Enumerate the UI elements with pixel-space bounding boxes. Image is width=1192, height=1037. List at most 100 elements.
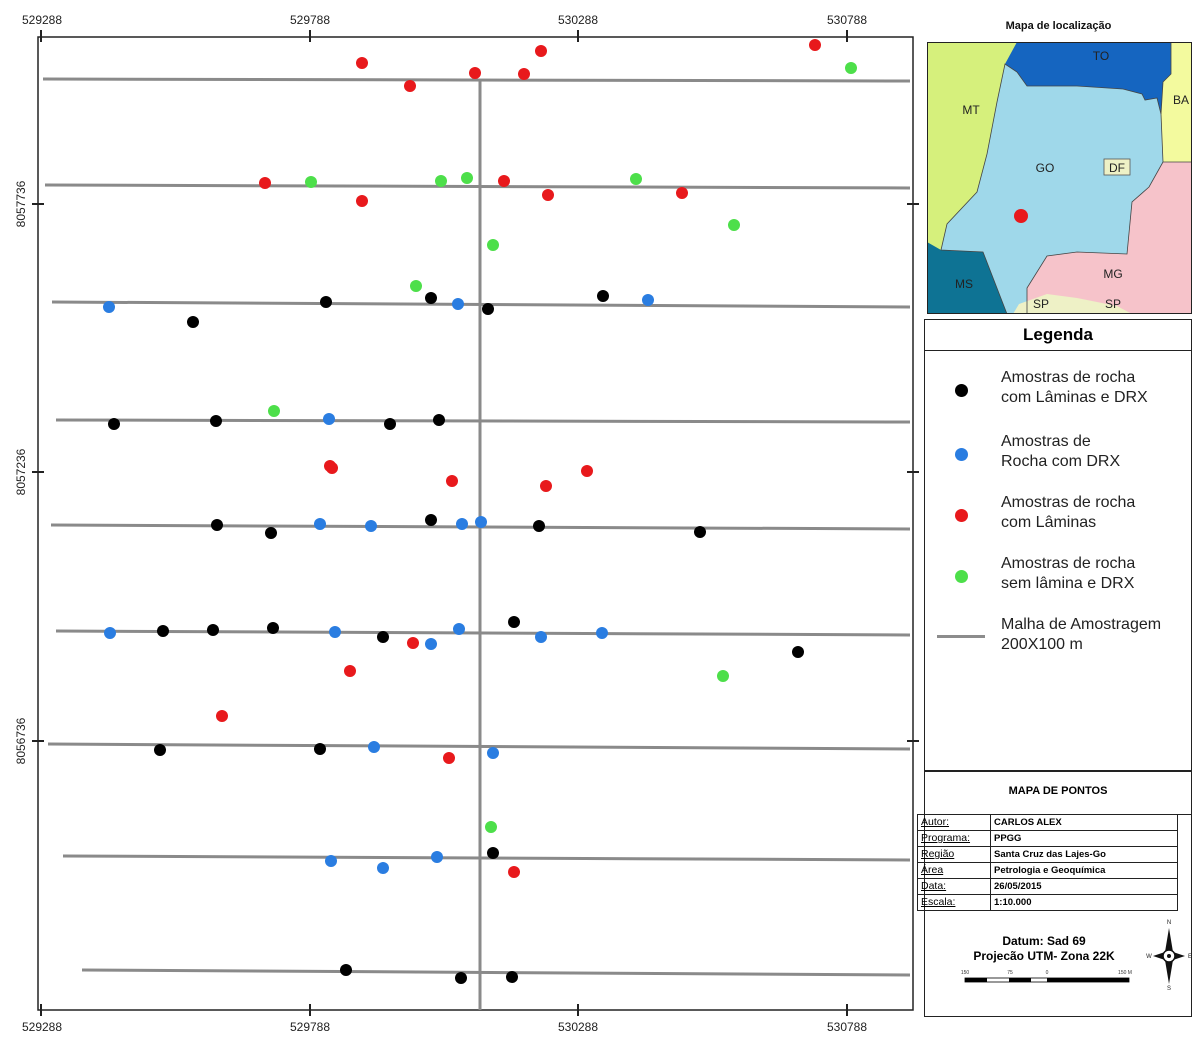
legend-label: Amostras de rocha — [1001, 369, 1136, 386]
sample-point-laminas-drx — [597, 290, 609, 302]
x-tick-bottom-4: 530788 — [827, 1020, 867, 1034]
sample-point-sem-lamina-drx — [845, 62, 857, 74]
sample-point-laminas-drx — [487, 847, 499, 859]
sample-point-sem-lamina-drx — [435, 175, 447, 187]
legend-label: 200X100 m — [1001, 636, 1083, 653]
legend-label: com Lâminas e DRX — [1001, 389, 1148, 406]
sample-point-rocha-drx — [452, 298, 464, 310]
y-tick-2: 8057236 — [14, 448, 28, 495]
scale-label: 0 — [1046, 970, 1049, 976]
compass-n: N — [1167, 920, 1171, 926]
sample-point-laminas-drx — [425, 292, 437, 304]
label-author: Autor: — [917, 814, 991, 831]
sample-point-laminas — [404, 80, 416, 92]
compass-s: S — [1167, 986, 1171, 990]
sample-points — [103, 39, 857, 984]
scale-label: 75 — [1007, 970, 1013, 976]
state-mg — [1027, 162, 1192, 314]
sample-point-rocha-drx — [329, 626, 341, 638]
legend-red-dot — [955, 509, 968, 522]
legend-label: Amostras de rocha — [1001, 494, 1136, 511]
location-map-title: Mapa de localização — [1005, 20, 1112, 32]
sample-point-rocha-drx — [535, 631, 547, 643]
sample-point-laminas — [259, 177, 271, 189]
sample-point-rocha-drx — [475, 516, 487, 528]
inset-label-go: GO — [1036, 161, 1055, 175]
table-row: Escala: 1:10.000 — [917, 894, 1178, 911]
sample-point-sem-lamina-drx — [485, 821, 497, 833]
location-map: TO MT BA GO DF MS MG SP SP — [927, 42, 1192, 314]
sample-point-rocha-drx — [323, 413, 335, 425]
inset-label-mt: MT — [962, 103, 980, 117]
north-arrow-icon: N S W E — [1146, 920, 1192, 990]
sample-point-laminas-drx — [482, 303, 494, 315]
metadata-table: Autor: CARLOS ALEX Programa: PPGG Região Sa… — [917, 814, 1178, 911]
sample-point-laminas-drx — [265, 527, 277, 539]
legend-blue-dot — [955, 448, 968, 461]
sample-point-laminas — [356, 57, 368, 69]
state-to — [1005, 42, 1171, 114]
sample-point-laminas-drx — [533, 520, 545, 532]
scale-label: 150 M — [1118, 970, 1132, 976]
state-go — [941, 64, 1163, 314]
sample-point-laminas-drx — [267, 622, 279, 634]
study-area-marker — [1014, 209, 1028, 223]
scale-label: 150 — [961, 970, 970, 976]
inset-label-to: TO — [1093, 49, 1109, 63]
sample-point-rocha-drx — [368, 741, 380, 753]
compass-w: W — [1146, 954, 1152, 960]
label-scale: Escala: — [917, 894, 991, 911]
sample-point-laminas-drx — [377, 631, 389, 643]
label-date: Data: — [917, 878, 991, 895]
scale-bar: 150 75 0 150 M — [961, 970, 1132, 983]
sample-point-rocha-drx — [325, 855, 337, 867]
sample-point-laminas — [809, 39, 821, 51]
value-date: 26/05/2015 — [990, 878, 1178, 895]
grid-line — [42, 77, 911, 83]
x-tick-bottom-2: 529788 — [290, 1020, 330, 1034]
inset-label-mg: MG — [1103, 267, 1122, 281]
label-program: Programa: — [917, 830, 991, 847]
x-tick-bottom-1: 529288 — [22, 1020, 62, 1034]
sample-point-laminas-drx — [384, 418, 396, 430]
sample-point-laminas-drx — [210, 415, 222, 427]
sample-point-laminas-drx — [506, 971, 518, 983]
sample-point-laminas-drx — [694, 526, 706, 538]
sample-point-laminas — [344, 665, 356, 677]
legend-label: sem lâmina e DRX — [1001, 575, 1135, 592]
sample-point-laminas-drx — [508, 616, 520, 628]
sample-point-laminas-drx — [425, 514, 437, 526]
table-row: Data: 26/05/2015 — [917, 878, 1178, 895]
sample-point-sem-lamina-drx — [728, 219, 740, 231]
sample-point-laminas — [216, 710, 228, 722]
sample-point-laminas-drx — [340, 964, 352, 976]
sample-points-map: 529288 529788 530288 530788 529288 52978… — [14, 13, 919, 1034]
datum-text: Datum: Sad 69 Projecão UTM- Zona 22K — [949, 934, 1139, 964]
location-map-panel: Mapa de localização TO MT BA GO DF MS MG… — [925, 16, 1192, 315]
x-tick-top-2: 529788 — [290, 13, 330, 27]
sample-point-laminas — [542, 189, 554, 201]
label-area: Área — [917, 862, 991, 879]
sample-point-laminas-drx — [108, 418, 120, 430]
value-author: CARLOS ALEX — [990, 814, 1178, 831]
value-region: Santa Cruz das Lajes-Go — [990, 846, 1178, 863]
bottom-tick-marks — [40, 1004, 848, 1016]
compass-e: E — [1188, 954, 1192, 960]
datum-line: Datum: Sad 69 — [1002, 934, 1086, 948]
sample-point-laminas — [508, 866, 520, 878]
sample-point-laminas-drx — [320, 296, 332, 308]
sample-point-laminas-drx — [211, 519, 223, 531]
x-tick-top-3: 530288 — [558, 13, 598, 27]
sample-point-laminas — [446, 475, 458, 487]
top-tick-marks — [40, 30, 848, 42]
sample-point-laminas — [443, 752, 455, 764]
legend-label: Amostras de — [1001, 433, 1091, 450]
label-region: Região — [917, 846, 991, 863]
state-ms — [927, 242, 1007, 314]
value-scale: 1:10.000 — [990, 894, 1178, 911]
y-tick-3: 8056736 — [14, 717, 28, 764]
grid-line — [81, 968, 911, 977]
sample-point-rocha-drx — [456, 518, 468, 530]
sample-point-sem-lamina-drx — [410, 280, 422, 292]
inset-label-sp-1: SP — [1033, 297, 1049, 311]
